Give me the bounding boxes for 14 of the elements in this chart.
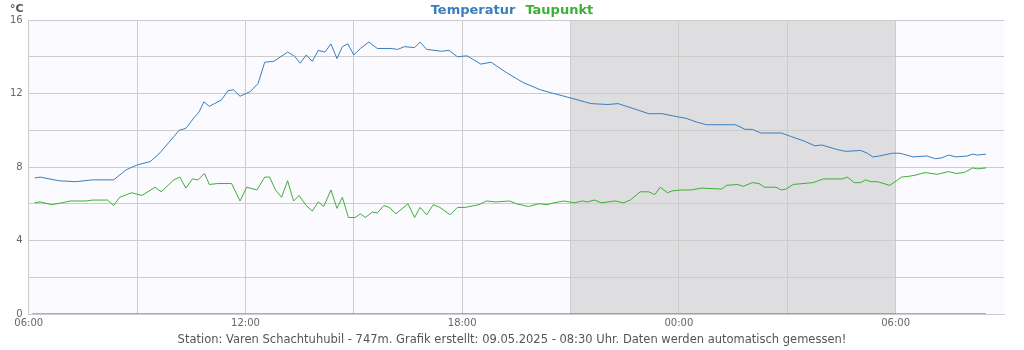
- y-tick-label: 8: [16, 160, 23, 172]
- x-tick-label: 06:00: [881, 316, 911, 328]
- y-tick-label: 0: [16, 307, 23, 319]
- x-tick-label: 06:00: [14, 316, 44, 328]
- y-axis-title: °C: [10, 2, 24, 15]
- text: Station: Varen Schachtuhubil - 747m. Grafik erstellt: 09.05.2025 - 08:30 Uhr. Daten werden automatisch gemessen!: [176, 332, 848, 346]
- text: Taupunkt: [525, 2, 594, 17]
- y-tick-label: 16: [9, 13, 23, 25]
- x-tick-label: 18:00: [447, 316, 477, 328]
- x-tick-label: 12:00: [231, 316, 260, 328]
- y-tick-label: 12: [9, 87, 23, 99]
- text: Temperatur: [430, 2, 516, 17]
- y-tick-label: 4: [16, 234, 23, 246]
- x-tick-label: 00:00: [664, 316, 694, 328]
